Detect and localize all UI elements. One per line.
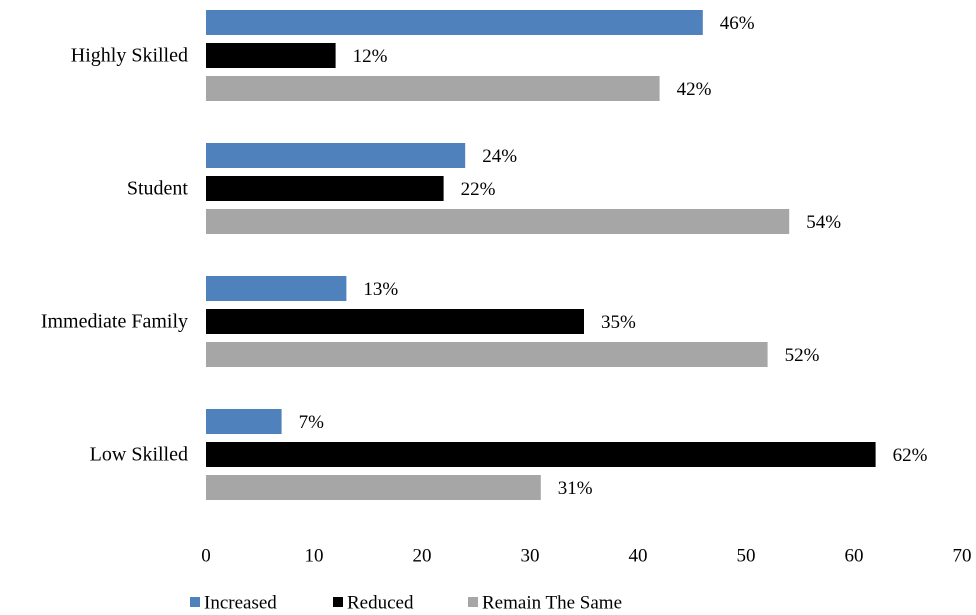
x-tick-label-60: 60 [845,546,864,567]
bar-low-skilled-reduced [206,442,876,467]
x-tick-label-40: 40 [629,546,648,567]
bar-highly-skilled-increased [206,10,703,35]
category-label-student: Student [127,178,189,200]
bar-immediate-family-increased [206,276,347,301]
bar-immediate-family-reduced [206,309,584,334]
category-label-highly-skilled: Highly Skilled [71,45,188,67]
data-label-highly-skilled-reduced: 12% [353,46,388,67]
x-tick-label-0: 0 [201,546,211,567]
x-tick-label-10: 10 [305,546,324,567]
bar-low-skilled-remain-the-same [206,475,541,500]
x-tick-label-30: 30 [521,546,540,567]
legend-swatch-remain-the-same [468,597,478,607]
bar-highly-skilled-remain-the-same [206,76,660,101]
data-label-student-reduced: 22% [461,179,496,200]
x-axis-ticks: 0 10 20 30 40 50 60 70 [201,546,971,567]
data-labels: 46% 12% 42% 24% 22% 54% 13% 35% 52% 7% 62% 31% [299,13,928,499]
bar-student-remain-the-same [206,209,790,234]
data-label-low-skilled-increased: 7% [299,412,325,433]
bar-student-reduced [206,176,444,201]
bar-highly-skilled-reduced [206,43,336,68]
x-tick-label-20: 20 [413,546,432,567]
data-label-highly-skilled-increased: 46% [720,13,755,34]
legend: Increased Reduced Remain The Same [190,593,622,614]
x-tick-label-70: 70 [953,546,972,567]
bar-low-skilled-increased [206,409,282,434]
legend-label-remain-the-same: Remain The Same [482,593,622,614]
bars-group [206,10,876,500]
category-label-low-skilled: Low Skilled [90,444,188,466]
category-label-immediate-family: Immediate Family [41,311,188,333]
legend-swatch-increased [190,597,200,607]
data-label-highly-skilled-remain-the-same: 42% [677,79,712,100]
category-labels: Highly Skilled Student Immediate Family Low… [41,45,189,466]
data-label-immediate-family-reduced: 35% [601,312,636,333]
data-label-immediate-family-increased: 13% [363,279,398,300]
legend-label-reduced: Reduced [347,593,414,614]
data-label-immediate-family-remain-the-same: 52% [785,345,820,366]
bar-student-increased [206,143,466,168]
data-label-student-increased: 24% [482,146,517,167]
data-label-low-skilled-remain-the-same: 31% [558,478,593,499]
data-label-student-remain-the-same: 54% [806,212,841,233]
data-label-low-skilled-reduced: 62% [893,445,928,466]
bar-immediate-family-remain-the-same [206,342,768,367]
x-tick-label-50: 50 [737,546,756,567]
legend-swatch-reduced [333,597,343,607]
legend-label-increased: Increased [204,593,277,614]
